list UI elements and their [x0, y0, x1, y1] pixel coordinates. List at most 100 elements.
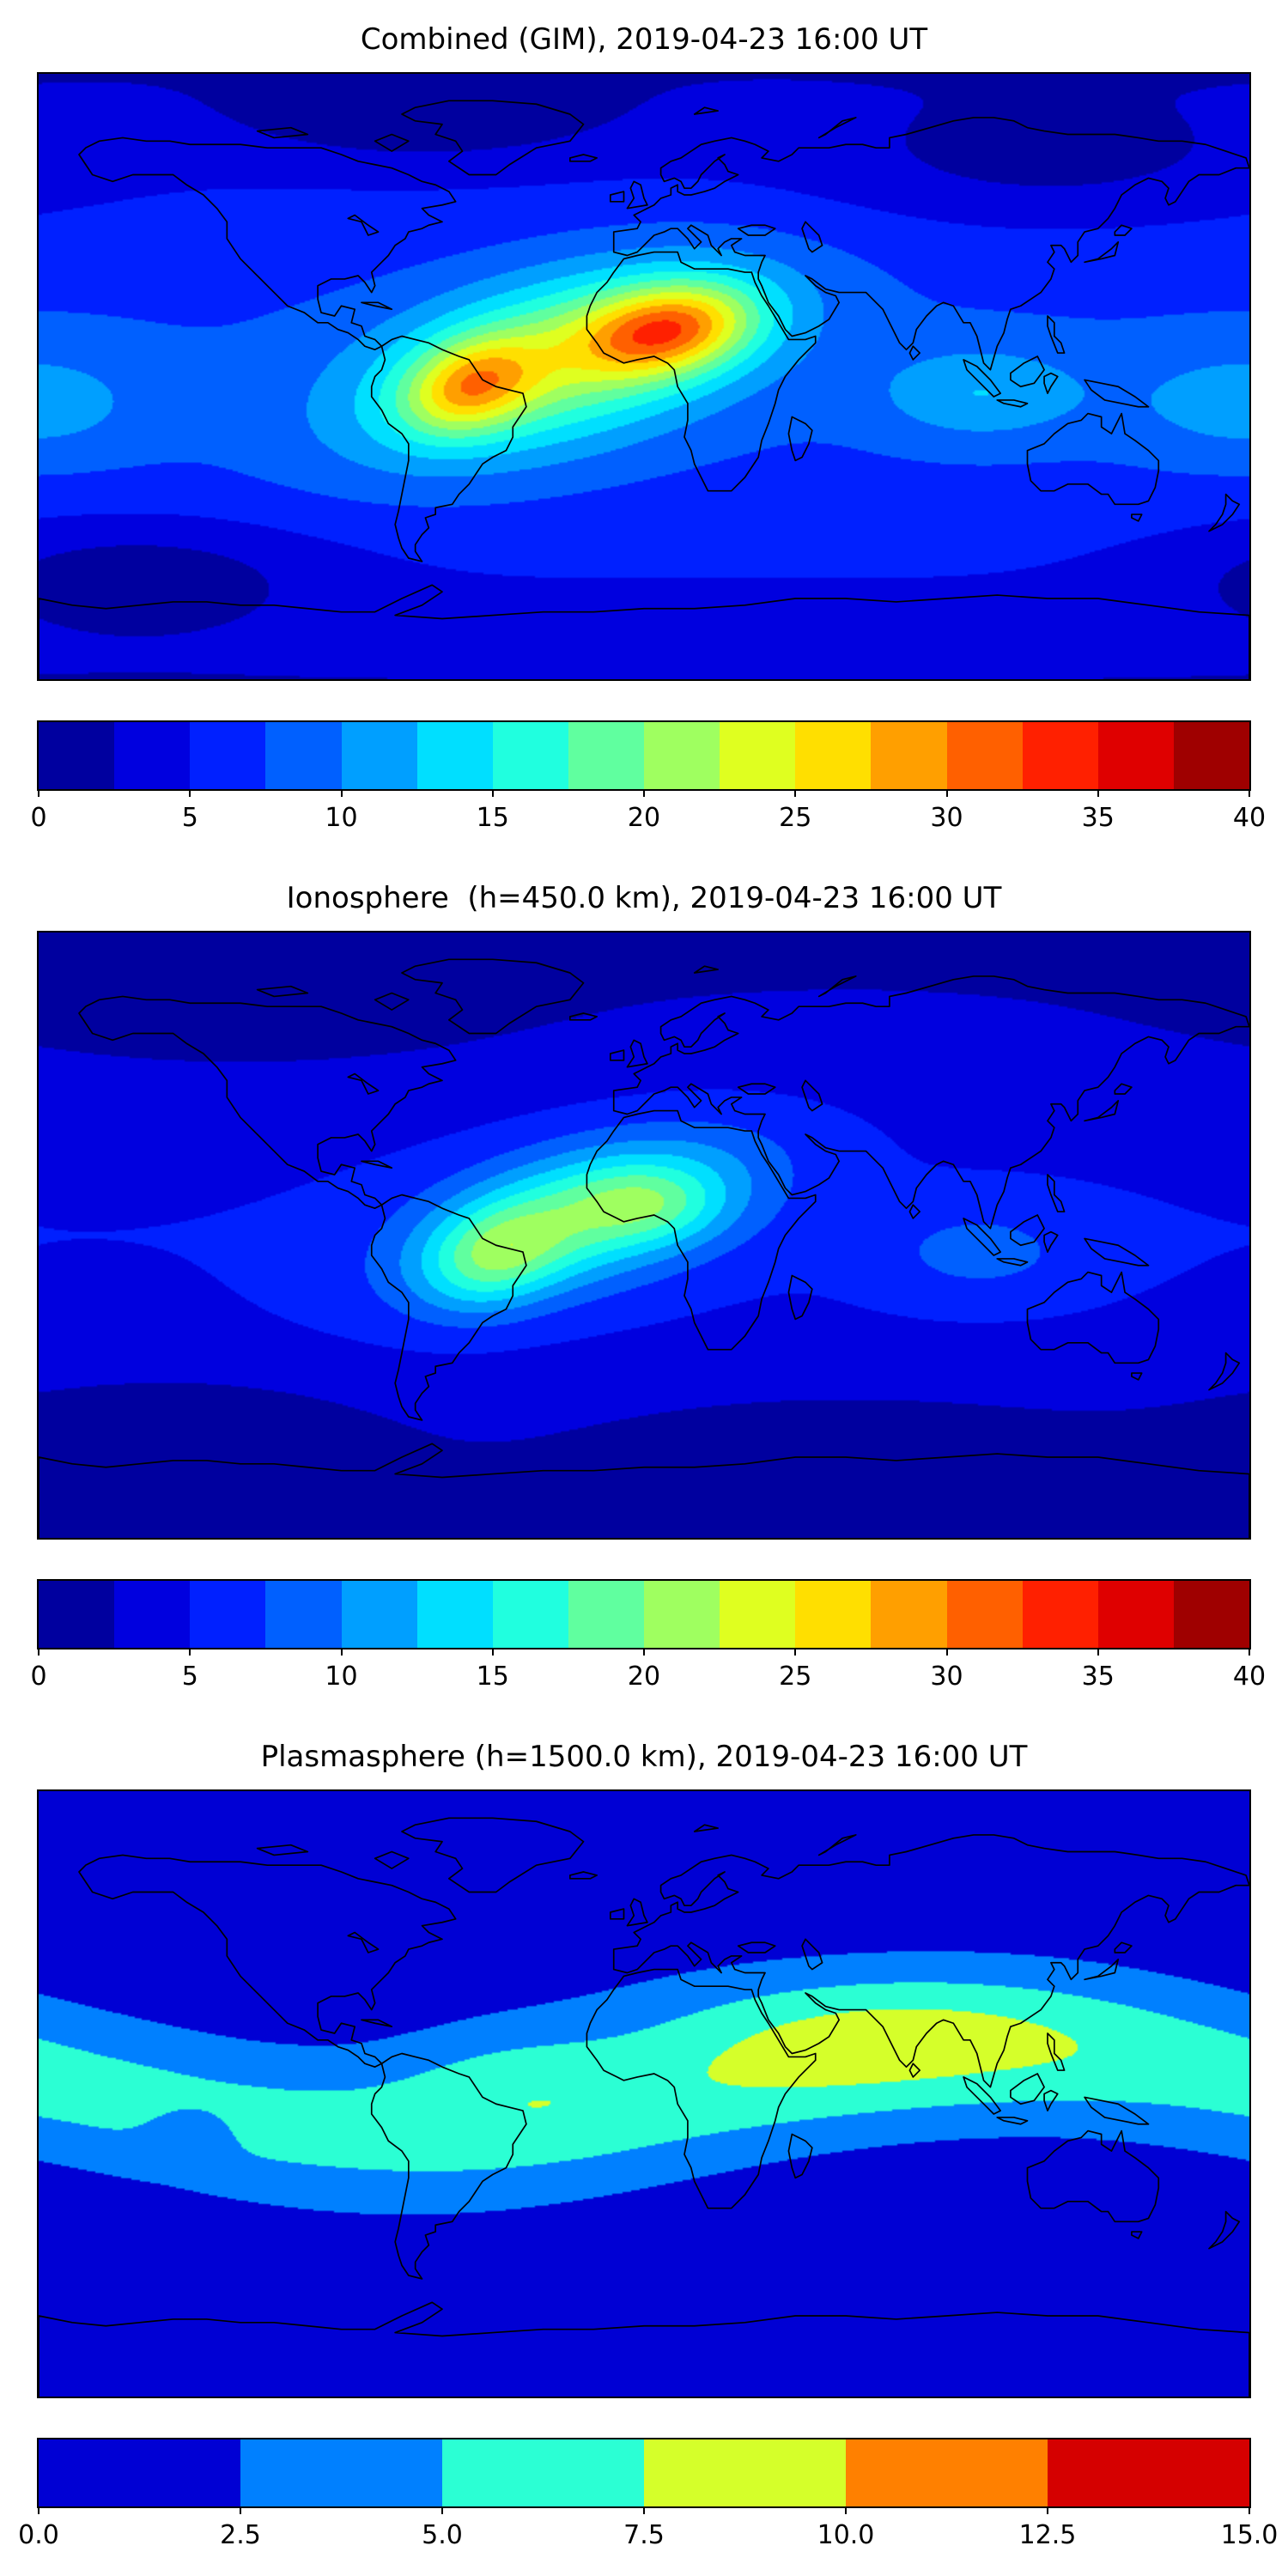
- colorbar-tick-label: 15: [476, 803, 509, 833]
- coastline-path: [1011, 1215, 1044, 1245]
- colorbar-tick-label: 15: [476, 1662, 509, 1692]
- coastline-path: [1115, 225, 1132, 235]
- coastline-path: [1132, 2232, 1142, 2239]
- colorbar-tick: [441, 2506, 443, 2514]
- colorbar-segment: [39, 1581, 115, 1648]
- map-combined: [37, 72, 1251, 681]
- coastline-path: [627, 181, 647, 208]
- colorbar-segment: [1097, 722, 1174, 789]
- colorbar-segment: [720, 1581, 796, 1648]
- tec-field-canvas-plasmasphere: [39, 1791, 1249, 2397]
- coastline-path: [570, 155, 597, 161]
- colorbar-segment: [568, 722, 644, 789]
- coastline-path: [258, 128, 308, 138]
- coastline-path: [963, 2077, 1000, 2114]
- coastline-path: [1115, 1942, 1132, 1953]
- colorbar-segment: [492, 722, 568, 789]
- colorbar-segment: [190, 1581, 266, 1648]
- colorbar-tick-label: 25: [779, 1662, 812, 1692]
- colorbar-labels-combined: 0 5 10 15 20 25 30 35 40: [30, 803, 1266, 834]
- panel-ionosphere: Ionosphere (h=450.0 km), 2019-04-23 16:0…: [0, 859, 1288, 1717]
- coastline-path: [1084, 1959, 1118, 1980]
- colorbar-tick-label: 5: [181, 1662, 198, 1692]
- colorbar-segment: [1048, 2439, 1249, 2506]
- coastline-path: [997, 400, 1027, 407]
- colorbar-segment: [644, 722, 720, 789]
- coastline-path: [788, 1276, 811, 1320]
- colorbar-tick: [340, 789, 343, 797]
- colorbar-tick-label: 15.0: [1220, 2520, 1279, 2550]
- coastline-path: [372, 2054, 526, 2279]
- colorbar-tick-label: 10.0: [817, 2520, 875, 2550]
- colorbar-tick-label: 30: [930, 1662, 963, 1692]
- coastline-path: [614, 1835, 1249, 2087]
- coastline-path: [611, 1050, 624, 1060]
- coastline-path: [570, 1013, 597, 1020]
- colorbar-tick-label: 0: [30, 803, 47, 833]
- colorbar-tick-label: 25: [779, 803, 812, 833]
- colorbar-tick: [1249, 2506, 1250, 2514]
- coastline-path: [39, 585, 1249, 679]
- coastlines-overlay: [39, 933, 1249, 1538]
- colorbar-tick-label: 30: [930, 803, 963, 833]
- colorbar-tick: [1047, 2506, 1048, 2514]
- coastline-path: [1048, 2033, 1065, 2070]
- coastline-path: [963, 360, 1000, 397]
- colorbar-tick: [38, 1648, 39, 1656]
- coastline-path: [627, 1899, 647, 1925]
- coastline-path: [1028, 1273, 1159, 1364]
- colorbar-tick: [643, 2506, 645, 2514]
- colorbar-tick: [491, 1648, 494, 1656]
- coastline-path: [361, 302, 392, 309]
- coastline-path: [611, 1909, 624, 1919]
- coastline-path: [788, 417, 811, 461]
- coastline-path: [79, 137, 456, 349]
- coastline-path: [361, 1161, 392, 1168]
- colorbar-segment: [265, 722, 342, 789]
- coastline-path: [1048, 316, 1065, 353]
- coastline-path: [39, 1443, 1249, 1538]
- colorbar-tick-label: 0: [30, 1662, 47, 1692]
- colorbar-tick-label: 12.5: [1018, 2520, 1077, 2550]
- colorbar-combined: [37, 720, 1251, 797]
- coastline-path: [738, 1942, 775, 1953]
- colorbar-tick-label: 2.5: [220, 2520, 261, 2550]
- coastline-path: [695, 107, 718, 114]
- colorbar-tick: [38, 2506, 39, 2514]
- coastline-path: [802, 222, 823, 252]
- panel-plasmasphere: Plasmasphere (h=1500.0 km), 2019-04-23 1…: [0, 1717, 1288, 2576]
- coastline-path: [39, 2302, 1249, 2397]
- tec-field-canvas-ionosphere: [39, 933, 1249, 1538]
- coastline-path: [1132, 514, 1142, 521]
- colorbar-plasmasphere: [37, 2438, 1251, 2514]
- colorbar-segment: [871, 722, 947, 789]
- colorbar-segment: [946, 722, 1023, 789]
- colorbar-tick: [794, 789, 797, 797]
- coastline-path: [909, 2063, 920, 2077]
- panel-title-ionosphere: Ionosphere (h=450.0 km), 2019-04-23 16:0…: [286, 881, 1002, 915]
- colorbar-segment: [492, 1581, 568, 1648]
- colorbar-segment: [114, 722, 191, 789]
- coastline-path: [738, 225, 775, 235]
- colorbar-tick-label: 0.0: [18, 2520, 59, 2550]
- colorbar-segment: [39, 722, 115, 789]
- colorbar-segment: [644, 1581, 720, 1648]
- colorbar-segment: [1097, 1581, 1174, 1648]
- coastline-path: [788, 2135, 811, 2178]
- coastline-path: [375, 993, 409, 1011]
- colorbar-tick: [1249, 789, 1250, 797]
- coastline-path: [1028, 414, 1159, 505]
- colorbar-segment: [1173, 722, 1249, 789]
- panel-title-plasmasphere: Plasmasphere (h=1500.0 km), 2019-04-23 1…: [260, 1740, 1028, 1774]
- coastline-path: [1084, 1238, 1148, 1265]
- colorbar-tick-label: 20: [627, 1662, 661, 1692]
- coastline-path: [1084, 242, 1118, 263]
- colorbar-segment: [644, 2439, 846, 2506]
- coastline-path: [963, 1218, 1000, 1255]
- coastline-path: [819, 118, 856, 137]
- coastline-path: [375, 135, 409, 152]
- coastline-path: [819, 1835, 856, 1856]
- colorbar-segment: [341, 722, 417, 789]
- colorbar-tick: [945, 789, 948, 797]
- coastline-path: [586, 252, 815, 491]
